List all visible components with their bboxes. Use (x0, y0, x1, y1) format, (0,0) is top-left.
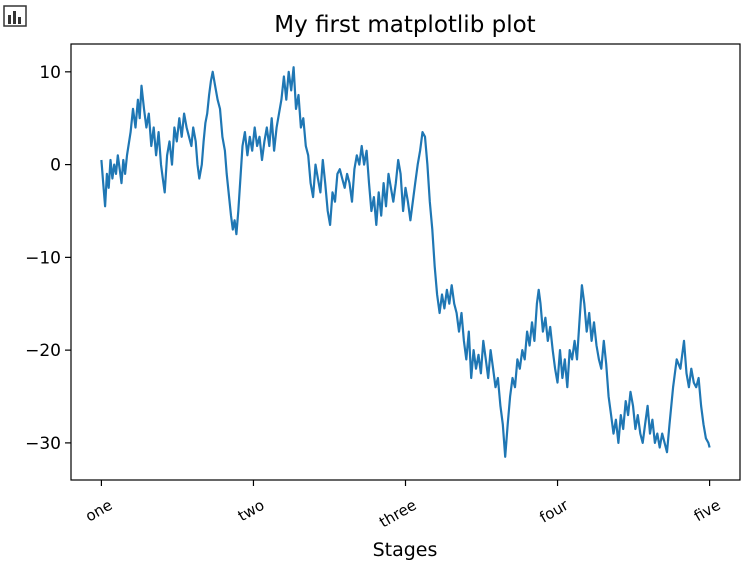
x-tick-label: five (691, 496, 724, 525)
y-tick-label: 0 (50, 156, 61, 176)
y-tick-label: −30 (25, 434, 61, 454)
y-tick-label: −10 (25, 248, 61, 268)
chart-title: My first matplotlib plot (274, 12, 535, 38)
y-tick-label: −20 (25, 341, 61, 361)
x-tick-label: one (82, 496, 115, 526)
x-tick-label: three (376, 496, 419, 531)
series-line-1 (100, 66, 711, 458)
x-tick-label: four (536, 495, 572, 526)
plot-frame (70, 43, 741, 481)
x-tick-label: two (235, 496, 268, 525)
x-axis-label: Stages (373, 539, 438, 561)
y-tick-label: 10 (39, 63, 61, 83)
chart-icon (3, 5, 27, 27)
